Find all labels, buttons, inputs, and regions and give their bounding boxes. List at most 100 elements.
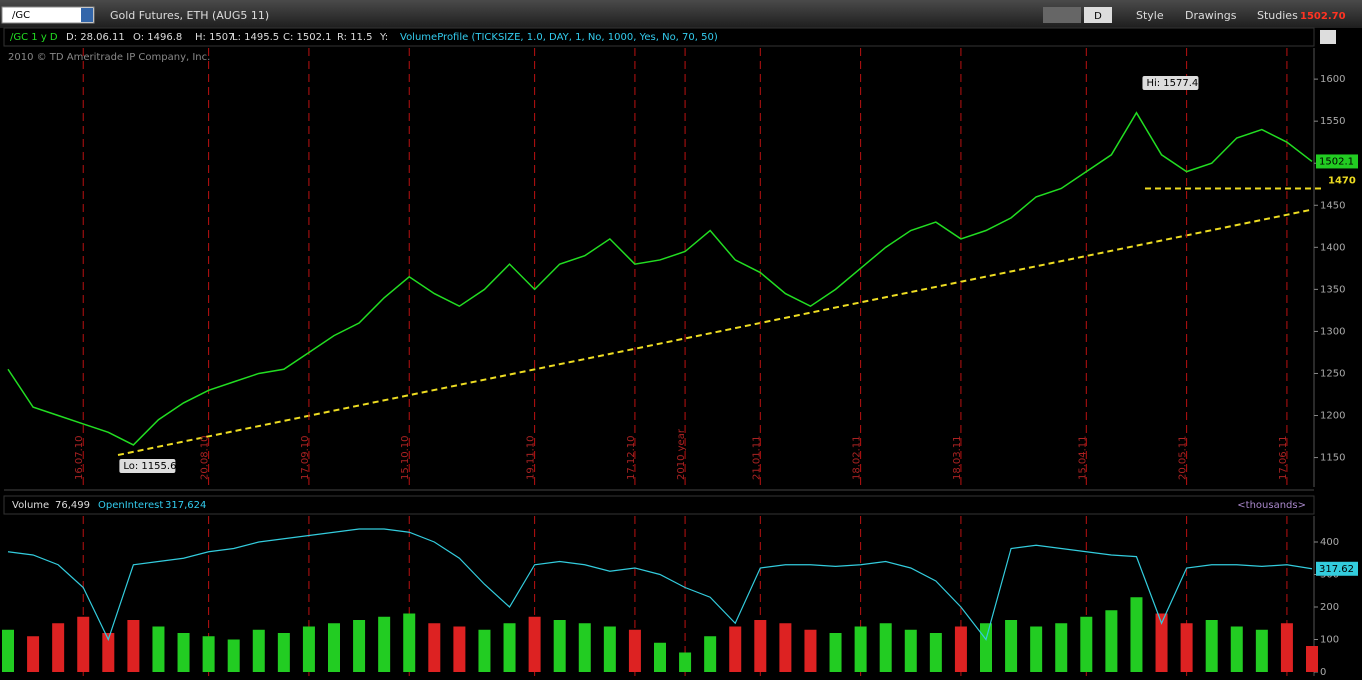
- oi-readout: 317,624: [165, 500, 206, 511]
- style-button[interactable]: Style: [1136, 9, 1164, 22]
- info-chart: /GC 1 y D: [10, 32, 58, 43]
- lo-box: [119, 459, 176, 473]
- volume-bar: [453, 626, 466, 672]
- last-price: 1502.70: [1300, 11, 1346, 22]
- volume-bar: [553, 620, 566, 672]
- y-tick-label: 1600: [1320, 74, 1345, 85]
- y-tick-label: 1550: [1320, 116, 1345, 127]
- volume-bar: [503, 623, 516, 672]
- drawings-button[interactable]: Drawings: [1185, 9, 1237, 22]
- volume-bar: [704, 636, 717, 672]
- aggregation[interactable]: D: [1094, 11, 1102, 22]
- y-tick-label: 100: [1320, 635, 1339, 646]
- info-y: Y:: [379, 32, 388, 43]
- symbol[interactable]: /GC: [12, 10, 30, 21]
- volume-bar: [2, 629, 14, 672]
- info-low: L: 1495.5: [232, 32, 279, 43]
- volume-bar: [578, 623, 591, 672]
- description: Gold Futures, ETH (AUG5 11): [110, 9, 269, 22]
- volume-bar: [102, 633, 115, 672]
- date-label: 18.03.11: [952, 435, 963, 480]
- lo-label: Lo: 1155.6: [123, 461, 176, 472]
- volume-bar: [177, 633, 190, 672]
- volume-bar: [679, 652, 692, 672]
- volume-bar: [428, 623, 441, 672]
- volume-bar: [378, 616, 391, 672]
- volume-bar: [729, 626, 742, 672]
- last-tag: [1316, 154, 1358, 169]
- oi-tag-label: 317.62: [1319, 564, 1354, 575]
- volume-readout: 76,499: [55, 500, 90, 511]
- info-date: D: 28.06.11: [66, 32, 125, 43]
- info-open: O: 1496.8: [133, 32, 182, 43]
- volume-bar: [603, 626, 616, 672]
- toolbar: [0, 0, 1362, 28]
- volume-bar: [954, 626, 967, 672]
- volume-bar: [27, 636, 40, 672]
- date-label: 17.06.11: [1278, 435, 1289, 480]
- volume-bar: [804, 629, 817, 672]
- volume-bar: [1105, 610, 1118, 672]
- symbol-dropdown[interactable]: [81, 8, 93, 22]
- date-label: 16.07.10: [74, 435, 85, 480]
- level-label: 1470: [1328, 175, 1356, 186]
- y-tick-label: 400: [1320, 537, 1339, 548]
- volume-bar: [1130, 597, 1143, 672]
- hi-box: [1142, 76, 1199, 90]
- date-label: 18.02.11: [852, 435, 863, 480]
- y-tick-label: 1250: [1320, 368, 1345, 379]
- volume-bar: [202, 636, 215, 672]
- y-tick-label: 1300: [1320, 326, 1345, 337]
- y-tick-label: 0: [1320, 667, 1326, 678]
- y-tick-label: 1150: [1320, 453, 1345, 464]
- info-bar: [3, 27, 1315, 47]
- date-label: 17.12.10: [626, 435, 637, 480]
- volume-bar: [1280, 623, 1293, 672]
- volume-bar: [1230, 626, 1243, 672]
- y-tick-label: 200: [1320, 602, 1339, 613]
- date-label: 17.09.10: [300, 435, 311, 480]
- date-label: 19.11.10: [526, 435, 537, 480]
- date-label: 20.08.10: [200, 435, 211, 480]
- copyright: 2010 © TD Ameritrade IP Company, Inc.: [8, 52, 210, 63]
- volume-legend: Volume: [12, 500, 49, 511]
- y-tick-label: 1450: [1320, 200, 1345, 211]
- y-tick-label: 1400: [1320, 242, 1345, 253]
- price-line: [7, 111, 1313, 446]
- volume-bar: [1055, 623, 1068, 672]
- volume-bar: [654, 642, 666, 672]
- symbol-box[interactable]: [1, 6, 95, 24]
- volume-bar: [302, 626, 315, 672]
- hi-label: Hi: 1577.4: [1146, 78, 1198, 89]
- volume-bar: [152, 626, 165, 672]
- date-label: 2010 year: [676, 428, 687, 480]
- open-interest-line: [7, 528, 1313, 642]
- volume-bar: [829, 633, 842, 672]
- volume-bar: [1205, 620, 1218, 672]
- volume-bar: [904, 629, 917, 672]
- y-tick-label: 1200: [1320, 411, 1345, 422]
- volume-bar: [1180, 623, 1193, 672]
- date-label: 21.01.11: [751, 435, 762, 480]
- volume-header: [3, 495, 1315, 515]
- aggregation-button[interactable]: [1084, 7, 1112, 23]
- info-close: C: 1502.1: [283, 32, 332, 43]
- volume-bar: [277, 633, 290, 672]
- volume-bar: [980, 623, 992, 672]
- oi-legend: OpenInterest: [98, 500, 163, 511]
- info-range: R: 11.5: [337, 32, 372, 43]
- tool-buttons[interactable]: [1043, 7, 1081, 23]
- trend-line: [117, 209, 1311, 456]
- units-label: <thousands>: [1237, 500, 1306, 511]
- volume-bar: [628, 629, 641, 672]
- volume-bar: [1030, 626, 1043, 672]
- oi-tag: [1316, 561, 1358, 576]
- expand-button[interactable]: [1320, 30, 1336, 44]
- volume-bar: [879, 623, 892, 672]
- volume-bar: [1080, 616, 1093, 672]
- volume-bar: [528, 616, 541, 672]
- volume-bar: [227, 639, 240, 672]
- studies-button[interactable]: Studies: [1257, 9, 1298, 22]
